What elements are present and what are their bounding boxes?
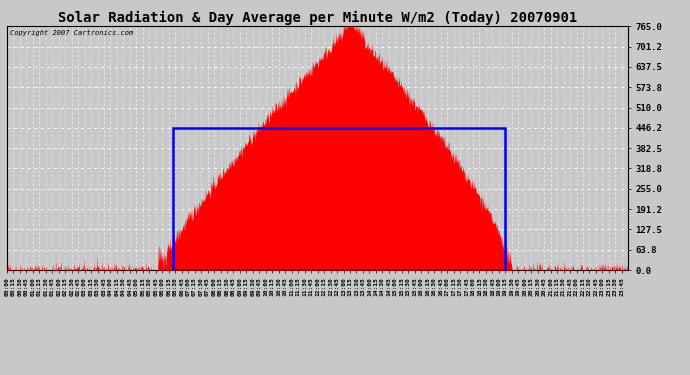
Title: Solar Radiation & Day Average per Minute W/m2 (Today) 20070901: Solar Radiation & Day Average per Minute… <box>58 11 577 25</box>
Text: Copyright 2007 Cartronics.com: Copyright 2007 Cartronics.com <box>10 30 133 36</box>
Bar <box>173 128 505 270</box>
